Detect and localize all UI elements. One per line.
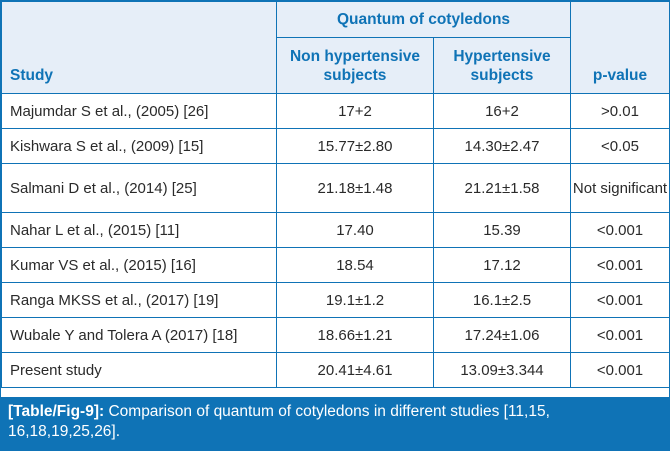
cell-hypertensive: 17.24±1.06 <box>433 317 571 353</box>
cell-p-value: <0.001 <box>570 352 670 388</box>
cell-p-value: <0.001 <box>570 247 670 283</box>
cell-p-value: >0.01 <box>570 93 670 129</box>
cell-hypertensive: 16.1±2.5 <box>433 282 571 318</box>
caption-tag: [Table/Fig-9]: <box>8 403 105 420</box>
cell-hypertensive: 14.30±2.47 <box>433 128 571 164</box>
cell-study: Present study <box>1 352 277 388</box>
cell-non-hypertensive: 18.54 <box>276 247 434 283</box>
table-row: Present study 20.41±4.61 13.09±3.344 <0.… <box>1 352 670 388</box>
cell-study: Ranga MKSS et al., (2017) [19] <box>1 282 277 318</box>
cell-non-hypertensive: 17+2 <box>276 93 434 129</box>
cell-study: Wubale Y and Tolera A (2017) [18] <box>1 317 277 353</box>
cell-non-hypertensive: 15.77±2.80 <box>276 128 434 164</box>
cell-study: Salmani D et al., (2014) [25] <box>1 163 277 213</box>
cell-non-hypertensive: 17.40 <box>276 212 434 248</box>
column-header-p-value: p-value <box>570 1 670 94</box>
cell-non-hypertensive: 18.66±1.21 <box>276 317 434 353</box>
cell-study: Kishwara S et al., (2009) [15] <box>1 128 277 164</box>
cell-p-value: <0.001 <box>570 317 670 353</box>
cell-non-hypertensive: 20.41±4.61 <box>276 352 434 388</box>
table-body: Majumdar S et al., (2005) [26] 17+2 16+2… <box>1 93 670 388</box>
table-caption: [Table/Fig-9]: Comparison of quantum of … <box>1 397 669 450</box>
cell-hypertensive: 15.39 <box>433 212 571 248</box>
caption-text: Comparison of quantum of cotyledons in d… <box>8 403 550 440</box>
cell-non-hypertensive: 21.18±1.48 <box>276 163 434 213</box>
column-group-header-cotyledons: Quantum of cotyledons <box>276 1 571 38</box>
cell-p-value: <0.001 <box>570 212 670 248</box>
table-row: Salmani D et al., (2014) [25] 21.18±1.48… <box>1 163 670 213</box>
table-header: Study Quantum of cotyledons p-value Non … <box>1 1 670 94</box>
cell-p-value: <0.05 <box>570 128 670 164</box>
cell-study: Majumdar S et al., (2005) [26] <box>1 93 277 129</box>
cell-hypertensive: 13.09±3.344 <box>433 352 571 388</box>
cell-hypertensive: 16+2 <box>433 93 571 129</box>
comparison-table: Study Quantum of cotyledons p-value Non … <box>1 1 670 388</box>
column-header-study: Study <box>1 1 277 94</box>
table-row: Ranga MKSS et al., (2017) [19] 19.1±1.2 … <box>1 282 670 318</box>
table-row: Nahar L et al., (2015) [11] 17.40 15.39 … <box>1 212 670 248</box>
cell-p-value: <0.001 <box>570 282 670 318</box>
column-header-non-hypertensive: Non hypertensive subjects <box>276 37 434 94</box>
cell-hypertensive: 17.12 <box>433 247 571 283</box>
cell-p-value: Not significant <box>570 163 670 213</box>
cell-study: Nahar L et al., (2015) [11] <box>1 212 277 248</box>
table-row: Wubale Y and Tolera A (2017) [18] 18.66±… <box>1 317 670 353</box>
cell-hypertensive: 21.21±1.58 <box>433 163 571 213</box>
cell-study: Kumar VS et al., (2015) [16] <box>1 247 277 283</box>
column-header-hypertensive: Hypertensive subjects <box>433 37 571 94</box>
cell-non-hypertensive: 19.1±1.2 <box>276 282 434 318</box>
table-row: Kumar VS et al., (2015) [16] 18.54 17.12… <box>1 247 670 283</box>
table-row: Majumdar S et al., (2005) [26] 17+2 16+2… <box>1 93 670 129</box>
table-row: Kishwara S et al., (2009) [15] 15.77±2.8… <box>1 128 670 164</box>
